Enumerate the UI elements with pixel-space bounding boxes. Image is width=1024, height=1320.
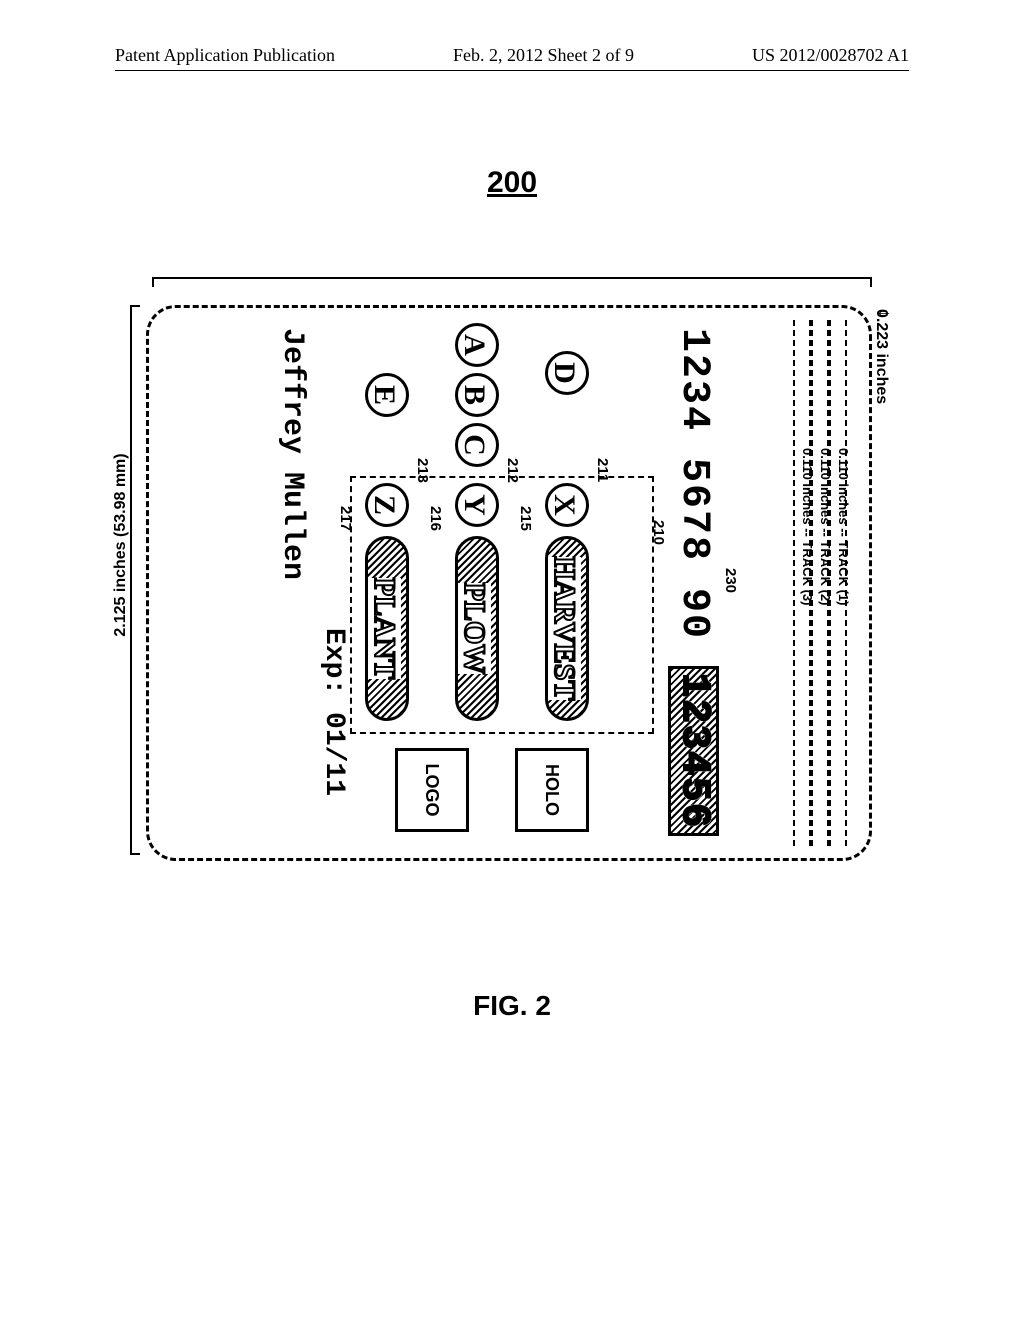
arrow-down-icon: ↓ xyxy=(874,309,895,318)
figure-inner: 3.375 inches (85.6mm) 0.3 inches thick, … xyxy=(152,305,872,855)
button-c[interactable]: C xyxy=(455,423,499,467)
button-y[interactable]: Y xyxy=(455,483,499,527)
button-plow-label: PLOW xyxy=(458,583,491,675)
button-z[interactable]: Z xyxy=(365,483,409,527)
logo-box: LOGO xyxy=(395,748,469,832)
figure-caption: FIG. 2 xyxy=(473,990,551,1022)
figure-number: 200 xyxy=(487,166,537,200)
page-header: Patent Application Publication Feb. 2, 2… xyxy=(0,45,1024,66)
ref-216: 216 xyxy=(427,506,444,531)
bracket-width xyxy=(130,305,140,855)
card-outline: 0.110 inches -- TRACK (1) 0.110 inches -… xyxy=(146,305,872,861)
ref-212: 212 xyxy=(504,458,521,483)
header-center: Feb. 2, 2012 Sheet 2 of 9 xyxy=(453,45,634,66)
button-x[interactable]: X xyxy=(545,483,589,527)
card-number-dynamic: 123456 xyxy=(668,666,719,836)
ref-217: 217 xyxy=(337,506,354,531)
button-b[interactable]: B xyxy=(455,373,499,417)
dim-width-label: 2.125 inches (53.98 mm) xyxy=(112,445,130,645)
track-2-label: 0.110 inches -- TRACK (2) xyxy=(818,448,833,606)
expiry-date: Exp: 01/11 xyxy=(318,628,349,796)
figure-rotated-container: 3.375 inches (85.6mm) 0.3 inches thick, … xyxy=(152,305,872,855)
bracket-height xyxy=(152,277,872,287)
button-harvest[interactable]: HARVEST xyxy=(545,536,589,721)
cardholder-name: Jeffrey Mullen xyxy=(275,328,309,580)
dim-offset-text: 0.223 inches xyxy=(873,309,890,404)
ref-211: 211 xyxy=(594,458,611,482)
button-plant-label: PLANT xyxy=(368,578,401,680)
card-number: 1234 5678 90 123456 xyxy=(668,328,719,836)
header-divider xyxy=(115,70,909,71)
holo-box: HOLO xyxy=(515,748,589,832)
header-right: US 2012/0028702 A1 xyxy=(752,45,909,66)
dim-offset-label: ↓ 0.223 inches xyxy=(872,309,890,404)
track-1-label: 0.110 inches -- TRACK (1) xyxy=(836,448,851,606)
button-plow[interactable]: PLOW xyxy=(455,536,499,721)
track-3-label: 0.110 inches -- TRACK (3) xyxy=(800,448,815,606)
header-left: Patent Application Publication xyxy=(115,45,335,66)
button-e[interactable]: E xyxy=(365,373,409,417)
button-d[interactable]: D xyxy=(545,351,589,395)
ref-230: 230 xyxy=(722,568,739,593)
ref-215: 215 xyxy=(517,506,534,531)
ref-213: 213 xyxy=(414,458,431,483)
button-plant[interactable]: PLANT xyxy=(365,536,409,721)
button-harvest-label: HARVEST xyxy=(548,557,581,701)
ref-210: 210 xyxy=(650,520,667,545)
card-number-plain: 1234 5678 90 xyxy=(671,328,716,640)
button-a[interactable]: A xyxy=(455,323,499,367)
